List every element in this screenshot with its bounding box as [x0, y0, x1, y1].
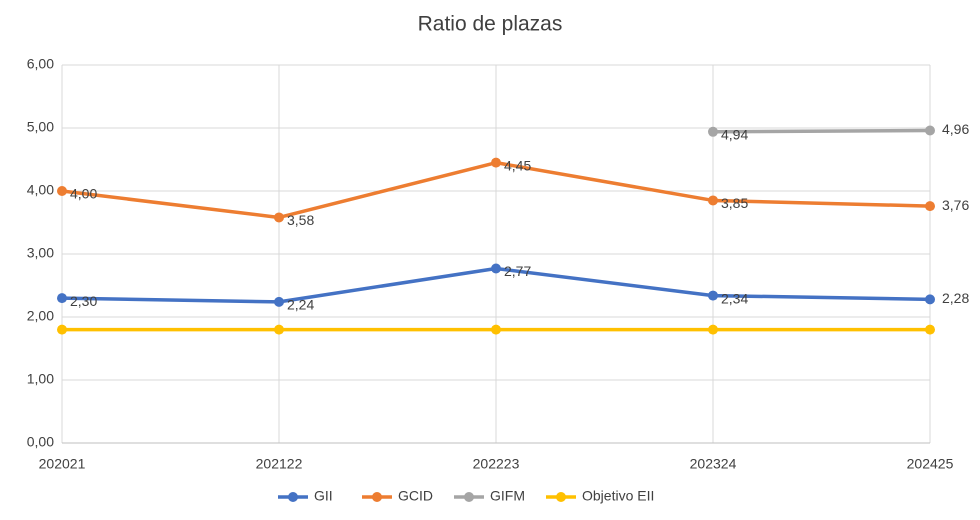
data-point: [708, 126, 718, 137]
data-point: [274, 212, 284, 223]
data-point: [925, 294, 935, 305]
y-tick-label: 0,00: [27, 434, 54, 450]
data-label: 4,45: [504, 157, 531, 173]
data-label: 4,00: [70, 186, 97, 202]
x-tick-label: 202425: [907, 456, 954, 472]
data-point: [491, 324, 501, 335]
data-label: 4,94: [721, 126, 748, 142]
data-point: [491, 263, 501, 274]
series-line: [712, 128, 931, 134]
data-label: 2,34: [721, 290, 748, 306]
data-label: 2,77: [504, 263, 531, 279]
legend-swatch: [556, 492, 566, 502]
data-point: [491, 157, 501, 168]
legend-label: GII: [314, 488, 333, 504]
data-label: 2,24: [287, 297, 314, 313]
legend-label: GCID: [398, 488, 433, 504]
x-tick-label: 202122: [256, 456, 303, 472]
chart-title: Ratio de plazas: [418, 13, 563, 36]
data-label: 2,30: [70, 293, 97, 309]
data-label: 3,58: [287, 212, 314, 228]
legend-swatch: [288, 492, 298, 502]
legend-label: Objetivo EII: [582, 488, 654, 504]
data-point: [708, 324, 718, 335]
x-tick-label: 202324: [690, 456, 737, 472]
y-tick-label: 2,00: [27, 308, 54, 324]
data-point: [57, 186, 67, 196]
data-label: 3,85: [721, 195, 748, 211]
data-point: [708, 290, 718, 301]
data-point: [274, 296, 284, 307]
y-tick-label: 1,00: [27, 371, 54, 387]
data-label: 4,96: [942, 121, 969, 137]
data-point: [925, 125, 935, 136]
data-label: 3,76: [942, 197, 969, 213]
data-point: [925, 201, 935, 212]
y-tick-label: 4,00: [27, 182, 54, 198]
data-point: [57, 324, 67, 335]
data-point: [57, 293, 67, 304]
data-point: [925, 324, 935, 335]
x-tick-label: 202021: [39, 456, 86, 472]
legend-swatch: [372, 492, 382, 502]
legend-swatch: [464, 492, 474, 502]
data-label: 2,28: [942, 290, 969, 306]
y-tick-label: 6,00: [27, 56, 54, 72]
y-tick-label: 5,00: [27, 119, 54, 135]
legend-label: GIFM: [490, 488, 525, 504]
data-point: [274, 324, 284, 335]
y-tick-label: 3,00: [27, 245, 54, 261]
data-point: [708, 195, 718, 206]
x-tick-label: 202223: [473, 456, 520, 472]
